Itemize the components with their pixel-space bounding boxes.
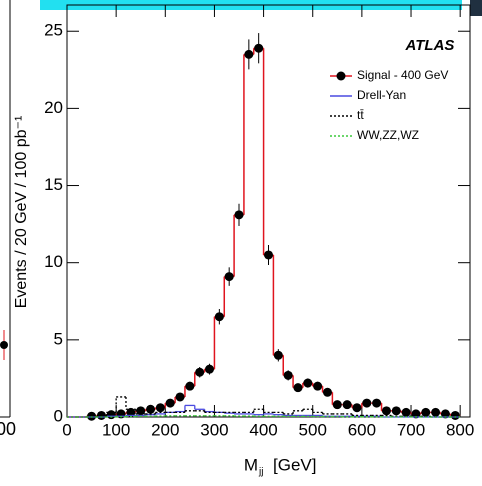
x-tick-label: 100 (102, 420, 130, 439)
data-point (146, 404, 156, 414)
left-panel-tick: 00 (0, 419, 16, 439)
data-point (401, 407, 411, 417)
experiment-label: ATLAS (405, 37, 455, 54)
data-point (254, 43, 264, 53)
corner-block (470, 0, 482, 16)
x-tick-label: 0 (62, 420, 71, 439)
x-axis-label: M jj [GeV] (244, 455, 317, 477)
data-point (372, 398, 382, 408)
data-point (224, 272, 234, 282)
data-point (273, 350, 283, 360)
x-tick-label: 200 (151, 420, 179, 439)
data-point (391, 406, 401, 416)
x-label-unit: [GeV] (273, 455, 316, 474)
data-point (421, 407, 431, 417)
data-point (87, 411, 97, 421)
bin-riser (115, 415, 422, 417)
y-tick-label: 0 (54, 406, 63, 425)
data-point (293, 383, 303, 393)
legend-label: WW,ZZ,WZ (357, 128, 419, 142)
data-point (283, 370, 293, 380)
data-point (303, 378, 313, 388)
x-tick-label: 300 (200, 420, 228, 439)
data-point (450, 410, 460, 420)
data-point (136, 406, 146, 416)
data-point (175, 392, 185, 402)
data-point (322, 387, 332, 397)
data-point (96, 410, 106, 420)
data-point (431, 407, 441, 417)
data-point (411, 409, 421, 419)
y-tick-label: 25 (44, 21, 63, 40)
data-point (381, 406, 391, 416)
x-tick-label: 800 (446, 420, 474, 439)
legend-marker (336, 71, 346, 81)
data-point (264, 250, 273, 260)
y-tick-label: 5 (54, 329, 63, 348)
legend-label: tt̄ (357, 108, 364, 122)
left-panel-fragment (0, 341, 8, 349)
data-point (234, 210, 244, 220)
plot-frame (66, 4, 471, 418)
data-point (362, 398, 372, 408)
data-point (342, 400, 352, 410)
data-point (165, 398, 175, 408)
data-point (195, 367, 205, 377)
bin-riser (95, 396, 432, 417)
x-label-main: M (244, 455, 258, 474)
data-point (126, 407, 136, 417)
data-point (155, 403, 165, 413)
x-tick-label: 600 (348, 420, 376, 439)
data-point (313, 381, 323, 391)
x-tick-label: 400 (249, 420, 277, 439)
data-point (214, 312, 224, 322)
data-point (332, 400, 342, 410)
data-point (185, 381, 195, 391)
bin-riser (85, 48, 452, 417)
x-tick-label: 700 (397, 420, 425, 439)
data-point (106, 410, 116, 420)
y-tick-label: 10 (44, 252, 63, 271)
x-label-sub: jj (258, 467, 263, 478)
legend-label: Drell-Yan (357, 88, 406, 102)
data-point (352, 403, 362, 413)
legend-label: Signal - 400 GeV (357, 68, 448, 82)
y-tick-label: 20 (44, 98, 63, 117)
y-tick-label: 15 (44, 175, 63, 194)
x-tick-label: 500 (299, 420, 327, 439)
y-axis-label: Events / 20 GeV / 100 pb⁻¹ (13, 116, 30, 309)
data-point (205, 364, 215, 374)
data-point (440, 409, 450, 419)
data-point (244, 49, 254, 59)
